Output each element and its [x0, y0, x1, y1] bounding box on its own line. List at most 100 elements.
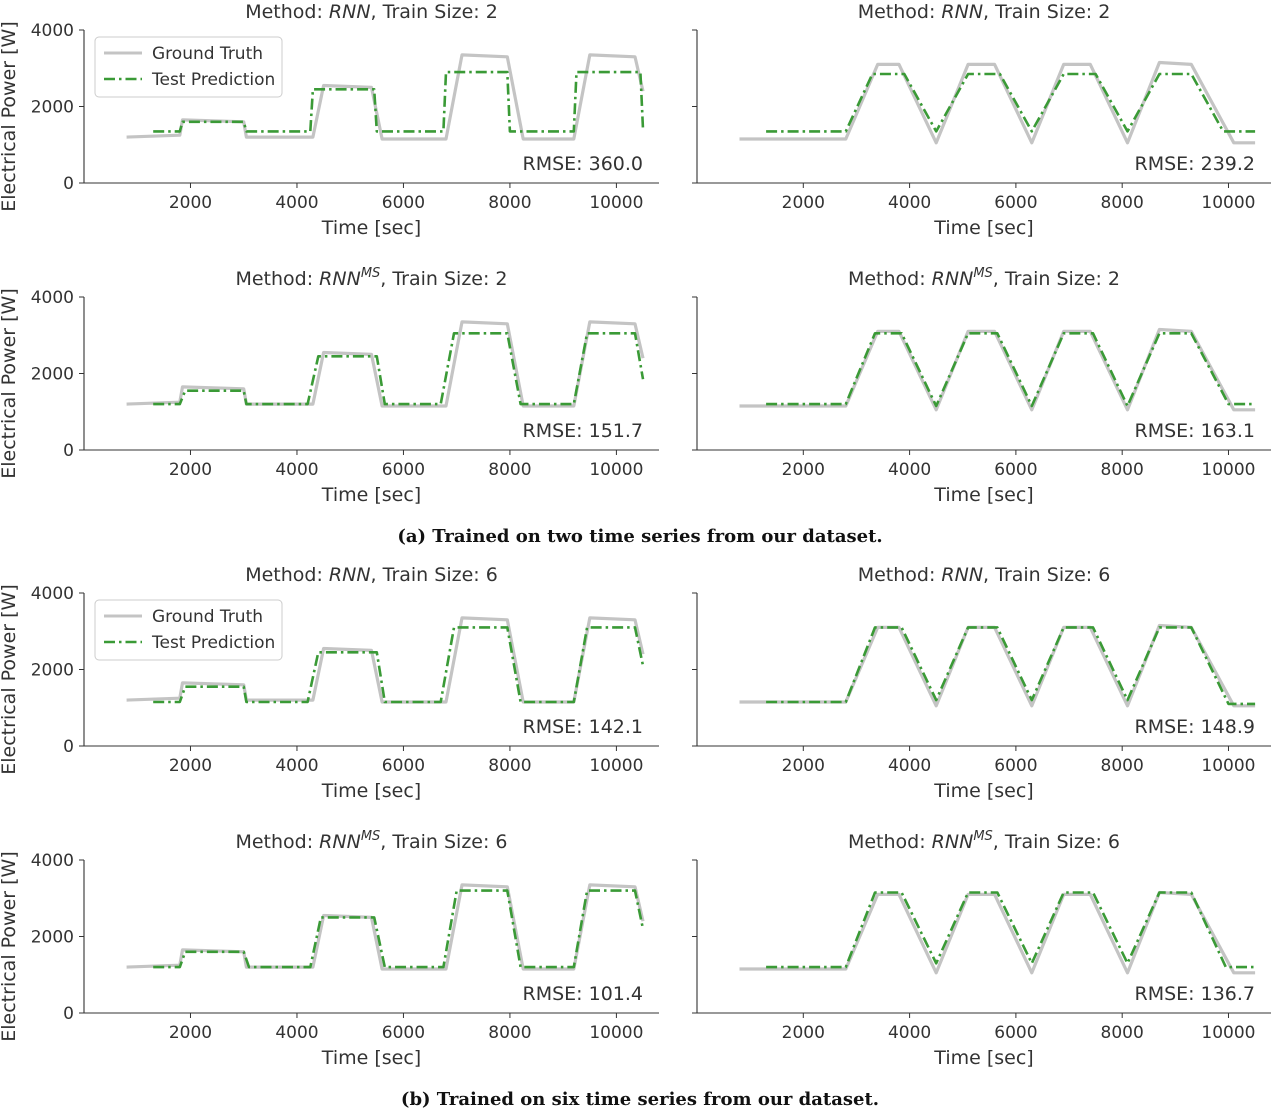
series-test-prediction: [766, 72, 1256, 133]
title-prefix: Method:: [245, 1, 329, 23]
panel-a-top-left: Method: RNN, Train Size: 2 2000 4000 6000 80…: [0, 1, 659, 239]
y-tick-label: 2000: [31, 928, 74, 948]
series-test-prediction: [153, 889, 645, 969]
panel-title: Method: RNNMS, Train Size: 2: [235, 266, 507, 290]
x-tick-label: 2000: [782, 460, 825, 480]
x-tick-label: 10000: [1201, 1023, 1255, 1043]
title-prefix: Method:: [848, 268, 932, 290]
title-prefix: Method:: [235, 831, 319, 853]
y-axis-label: Electrical Power [W]: [0, 288, 20, 478]
title-method: RNN: [932, 268, 974, 290]
y-tick-label: 4000: [31, 584, 74, 604]
x-tick-label: 8000: [488, 193, 531, 213]
panel-title: Method: RNN, Train Size: 2: [245, 1, 498, 23]
rmse-label: RMSE: 163.1: [1135, 420, 1256, 442]
title-prefix: Method:: [858, 564, 942, 586]
series-ground-truth: [126, 320, 645, 408]
y-tick-label: 2000: [31, 661, 74, 681]
x-tick-label: 2000: [169, 193, 212, 213]
legend-label-ground-truth: Ground Truth: [152, 607, 263, 627]
y-axis-label: Electrical Power [W]: [0, 584, 20, 774]
panel-b-top-right: Method: RNN, Train Size: 6 2000 4000 6000 80…: [692, 564, 1271, 802]
x-tick-label: 8000: [1101, 460, 1144, 480]
series-ground-truth: [739, 60, 1256, 145]
y-axis-label: Electrical Power [W]: [0, 21, 20, 211]
x-tick-label: 10000: [589, 460, 643, 480]
y-axis-label: Electrical Power [W]: [0, 851, 20, 1041]
x-tick-label: 4000: [888, 193, 931, 213]
y-tick-label: 0: [63, 441, 74, 461]
x-axis-label: Time [sec]: [321, 484, 421, 506]
panel-title: Method: RNN, Train Size: 6: [858, 564, 1111, 586]
legend-label-test-prediction: Test Prediction: [151, 70, 275, 90]
title-superscript: MS: [361, 829, 380, 844]
y-tick-label: 2000: [31, 365, 74, 385]
x-tick-label: 2000: [782, 1023, 825, 1043]
x-tick-label: 6000: [994, 460, 1037, 480]
series-ground-truth: [739, 890, 1256, 975]
x-tick-label: 2000: [782, 193, 825, 213]
title-prefix: Method:: [235, 268, 319, 290]
x-axis-label: Time [sec]: [321, 1047, 421, 1069]
panel-a-bottom-left: Method: RNNMS, Train Size: 2 2000 4000 6000…: [0, 266, 659, 506]
x-tick-label: 8000: [488, 1023, 531, 1043]
series-ground-truth: [126, 616, 645, 704]
caption-b: (b) Trained on six time series from our …: [400, 1089, 880, 1110]
title-prefix: Method:: [245, 564, 329, 586]
x-tick-label: 6000: [382, 193, 425, 213]
title-superscript: MS: [361, 266, 380, 281]
x-tick-label: 10000: [1201, 193, 1255, 213]
panel-a-top-right: Method: RNN, Train Size: 2 2000 4000 6000 80…: [692, 1, 1271, 239]
title-suffix: , Train Size: 6: [380, 831, 507, 853]
panel-a-bottom-right: Method: RNNMS, Train Size: 2 2000 4000 6000…: [692, 266, 1271, 506]
title-method: RNN: [941, 564, 983, 586]
x-tick-label: 10000: [589, 1023, 643, 1043]
title-method: RNN: [941, 1, 983, 23]
legend-label-test-prediction: Test Prediction: [151, 633, 275, 653]
x-axis-label: Time [sec]: [321, 780, 421, 802]
x-tick-label: 10000: [589, 756, 643, 776]
x-tick-label: 4000: [888, 1023, 931, 1043]
title-suffix: , Train Size: 6: [371, 564, 498, 586]
title-method: RNN: [329, 564, 371, 586]
panel-title: Method: RNNMS, Train Size: 2: [848, 266, 1120, 290]
x-axis-label: Time [sec]: [933, 1047, 1033, 1069]
x-tick-label: 6000: [994, 756, 1037, 776]
x-tick-label: 6000: [382, 460, 425, 480]
series-ground-truth: [739, 623, 1256, 708]
panel-title: Method: RNN, Train Size: 2: [858, 1, 1111, 23]
rmse-label: RMSE: 142.1: [523, 716, 644, 738]
series-test-prediction: [153, 626, 645, 704]
y-tick-label: 4000: [31, 851, 74, 871]
series-test-prediction: [766, 891, 1256, 969]
title-suffix: , Train Size: 2: [993, 268, 1120, 290]
title-method: RNN: [932, 831, 974, 853]
panel-title: Method: RNNMS, Train Size: 6: [848, 829, 1120, 853]
rmse-label: RMSE: 239.2: [1135, 153, 1256, 175]
x-tick-label: 8000: [1101, 1023, 1144, 1043]
rmse-label: RMSE: 148.9: [1135, 716, 1256, 738]
x-tick-label: 8000: [1101, 756, 1144, 776]
x-tick-label: 4000: [888, 460, 931, 480]
title-prefix: Method:: [848, 831, 932, 853]
title-suffix: , Train Size: 2: [371, 1, 498, 23]
y-tick-label: 0: [63, 174, 74, 194]
title-method: RNN: [329, 1, 371, 23]
x-tick-label: 4000: [275, 460, 318, 480]
x-tick-label: 8000: [1101, 193, 1144, 213]
x-tick-label: 4000: [275, 193, 318, 213]
title-suffix: , Train Size: 6: [983, 564, 1110, 586]
title-prefix: Method:: [858, 1, 942, 23]
rmse-label: RMSE: 360.0: [523, 153, 644, 175]
x-tick-label: 4000: [275, 1023, 318, 1043]
x-axis-label: Time [sec]: [321, 217, 421, 239]
title-superscript: MS: [973, 829, 992, 844]
title-suffix: , Train Size: 2: [983, 1, 1110, 23]
title-method: RNN: [319, 831, 361, 853]
x-tick-label: 2000: [169, 1023, 212, 1043]
legend-label-ground-truth: Ground Truth: [152, 44, 263, 64]
x-tick-label: 6000: [994, 193, 1037, 213]
panel-title: Method: RNNMS, Train Size: 6: [235, 829, 507, 853]
x-tick-label: 10000: [1201, 756, 1255, 776]
